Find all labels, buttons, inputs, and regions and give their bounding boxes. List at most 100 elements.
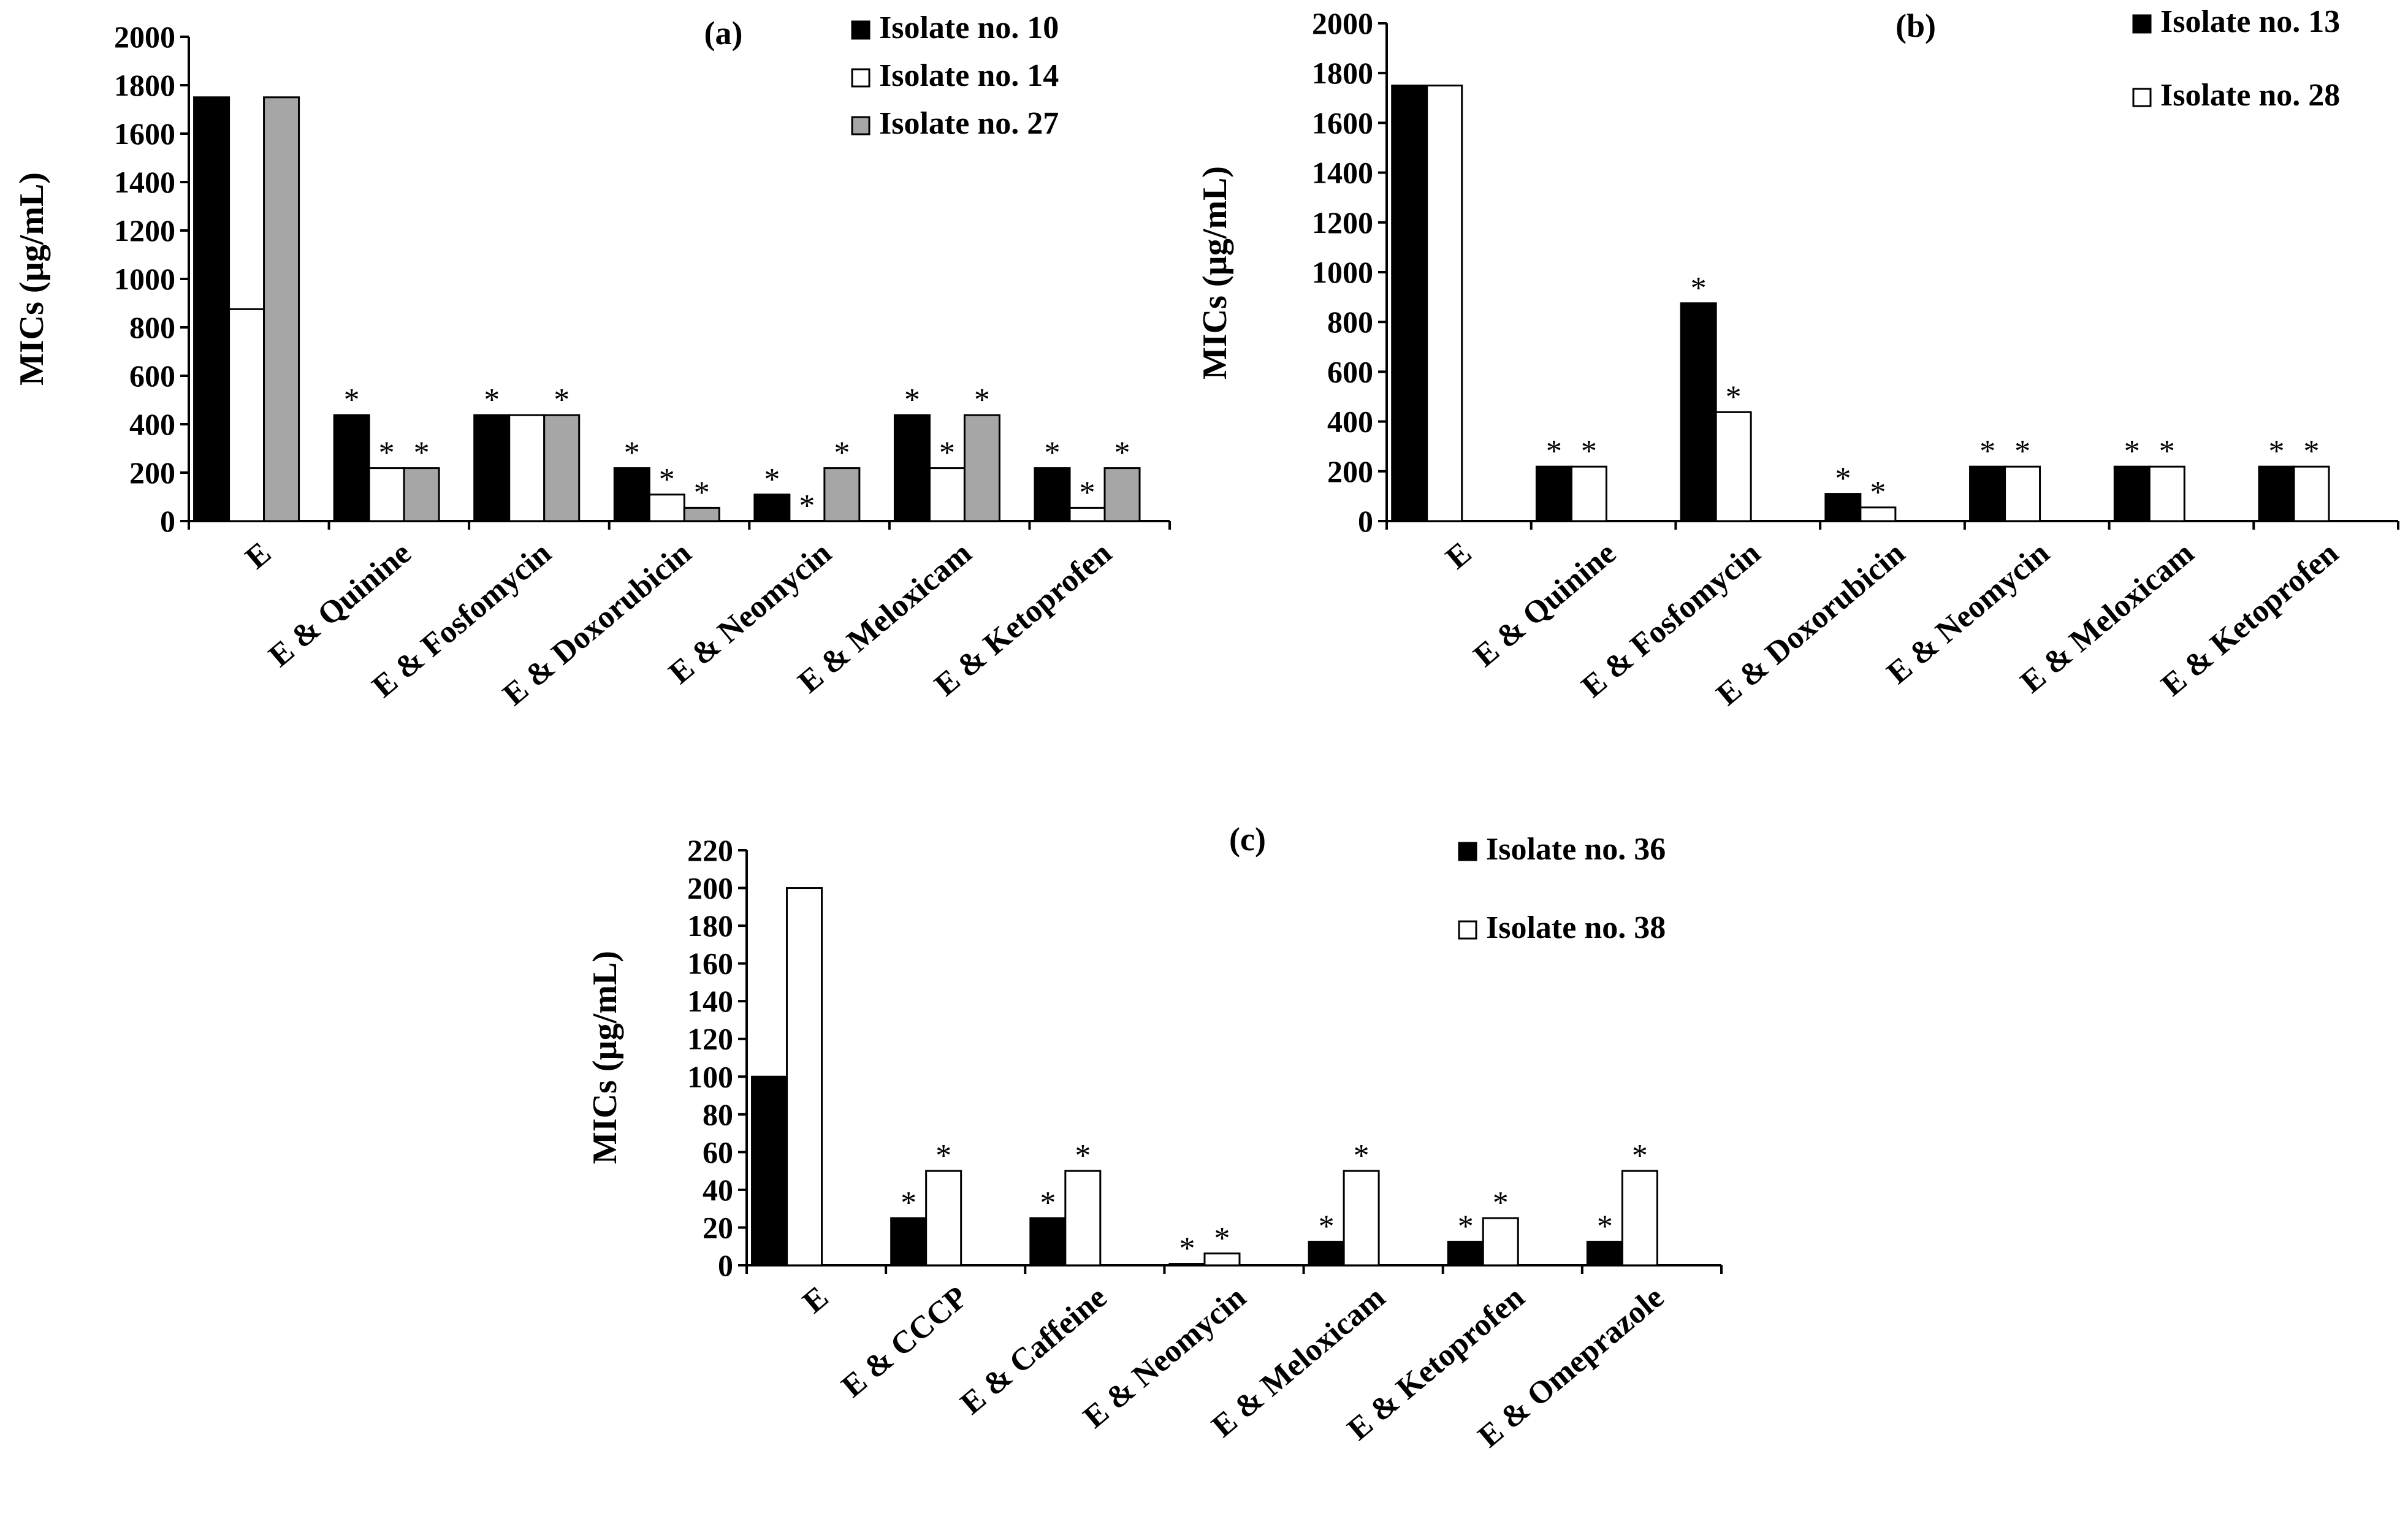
- significance-star: *: [1214, 1221, 1230, 1256]
- legend-label: Isolate no. 36: [1486, 832, 1666, 867]
- significance-star: *: [379, 436, 395, 471]
- bar: [1680, 302, 1717, 522]
- bar: [473, 414, 511, 522]
- y-tick-label: 200: [1327, 454, 1373, 489]
- significance-star: *: [1691, 271, 1707, 306]
- significance-star: *: [1835, 462, 1851, 497]
- y-tick-label: 1800: [1312, 56, 1373, 90]
- significance-star: *: [624, 436, 640, 471]
- legend-label: Isolate no. 10: [879, 10, 1059, 45]
- significance-star: *: [1114, 436, 1130, 471]
- y-axis-title: MICs (µg/mL): [586, 951, 624, 1164]
- bar: [893, 414, 931, 522]
- bar: [1482, 1217, 1519, 1267]
- y-tick-label: 60: [703, 1135, 733, 1169]
- bar: [928, 467, 966, 522]
- y-tick-label: 220: [687, 833, 733, 867]
- significance-star: *: [484, 383, 500, 417]
- bar: [613, 467, 650, 522]
- bar: [1308, 1241, 1345, 1267]
- y-axis-title: MICs (µg/mL): [1196, 166, 1234, 379]
- bar: [1715, 411, 1752, 522]
- significance-star: *: [2304, 434, 2320, 469]
- bar: [753, 493, 791, 522]
- x-tick-label: E: [1439, 536, 1478, 576]
- y-tick-label: 20: [703, 1210, 733, 1244]
- y-tick-label: 1400: [1312, 156, 1373, 190]
- y-tick-label: 100: [687, 1059, 733, 1094]
- bar: [508, 414, 546, 522]
- x-tick-label: E: [796, 1280, 835, 1320]
- significance-star: *: [1354, 1138, 1370, 1173]
- y-tick-label: 600: [1327, 354, 1373, 389]
- significance-star: *: [1458, 1209, 1474, 1244]
- significance-star: *: [2014, 434, 2030, 469]
- legend-swatch: [1458, 842, 1477, 861]
- legend-label: Isolate no. 13: [2160, 4, 2340, 39]
- chart-panel: 0 200 400 600 800 1000 1200 1400 1600 1800 2000 E * *…: [1196, 4, 2399, 712]
- bar: [2004, 465, 2041, 522]
- significance-star: *: [834, 436, 850, 471]
- legend-swatch: [851, 20, 871, 40]
- y-tick-label: 40: [703, 1173, 733, 1207]
- y-tick-label: 180: [687, 908, 733, 943]
- y-tick-label: 400: [1327, 405, 1373, 439]
- bar: [1621, 1170, 1658, 1267]
- y-tick-label: 600: [129, 359, 175, 393]
- x-tick-label: E & Quinine: [1467, 536, 1623, 674]
- significance-star: *: [1040, 1186, 1056, 1221]
- significance-star: *: [414, 436, 430, 471]
- significance-star: *: [2124, 434, 2140, 469]
- significance-star: *: [1179, 1232, 1195, 1267]
- bar: [1391, 85, 1428, 522]
- y-tick-label: 1200: [1312, 205, 1373, 240]
- significance-star: *: [1075, 1138, 1091, 1173]
- bar: [1064, 1170, 1102, 1267]
- bar: [228, 308, 265, 522]
- y-tick-label: 800: [1327, 305, 1373, 339]
- significance-star: *: [1979, 434, 1995, 469]
- x-tick-label: E: [239, 536, 278, 576]
- bar: [1969, 465, 2006, 522]
- y-tick-label: 140: [687, 984, 733, 1018]
- y-tick-label: 1600: [1312, 105, 1373, 140]
- bar: [193, 96, 231, 522]
- bar: [1029, 1217, 1067, 1267]
- legend-swatch: [2132, 88, 2152, 107]
- y-tick-label: 2000: [1312, 6, 1373, 40]
- significance-star: *: [1632, 1138, 1648, 1173]
- significance-star: *: [974, 383, 990, 417]
- significance-star: *: [1597, 1209, 1613, 1244]
- panel-label: (b): [1896, 7, 1936, 44]
- bar: [2258, 465, 2295, 522]
- significance-star: *: [1080, 475, 1095, 510]
- bar: [1034, 467, 1071, 522]
- y-tick-label: 1400: [114, 165, 175, 199]
- legend-label: Isolate no. 27: [879, 106, 1059, 141]
- bar: [751, 1075, 788, 1267]
- y-axis-title: MICs (µg/mL): [13, 172, 51, 386]
- y-tick-label: 200: [687, 871, 733, 905]
- significance-star: *: [799, 489, 815, 524]
- legend-swatch: [851, 68, 871, 88]
- bar: [403, 467, 440, 522]
- bar: [1343, 1170, 1380, 1267]
- significance-star: *: [1319, 1209, 1335, 1244]
- y-tick-label: 120: [687, 1022, 733, 1056]
- bar: [823, 467, 861, 522]
- bar: [890, 1217, 928, 1267]
- legend-label: Isolate no. 38: [1486, 910, 1666, 945]
- y-tick-label: 80: [703, 1097, 733, 1132]
- y-tick-label: 1200: [114, 213, 175, 248]
- y-tick-label: 1000: [1312, 255, 1373, 289]
- y-tick-label: 0: [718, 1248, 733, 1282]
- bar: [1586, 1241, 1623, 1267]
- significance-star: *: [1546, 434, 1562, 469]
- y-tick-label: 1600: [114, 116, 175, 151]
- bar: [333, 414, 370, 522]
- legend-swatch: [2132, 14, 2152, 34]
- y-tick-label: 2000: [114, 20, 175, 54]
- bar: [1570, 465, 1607, 522]
